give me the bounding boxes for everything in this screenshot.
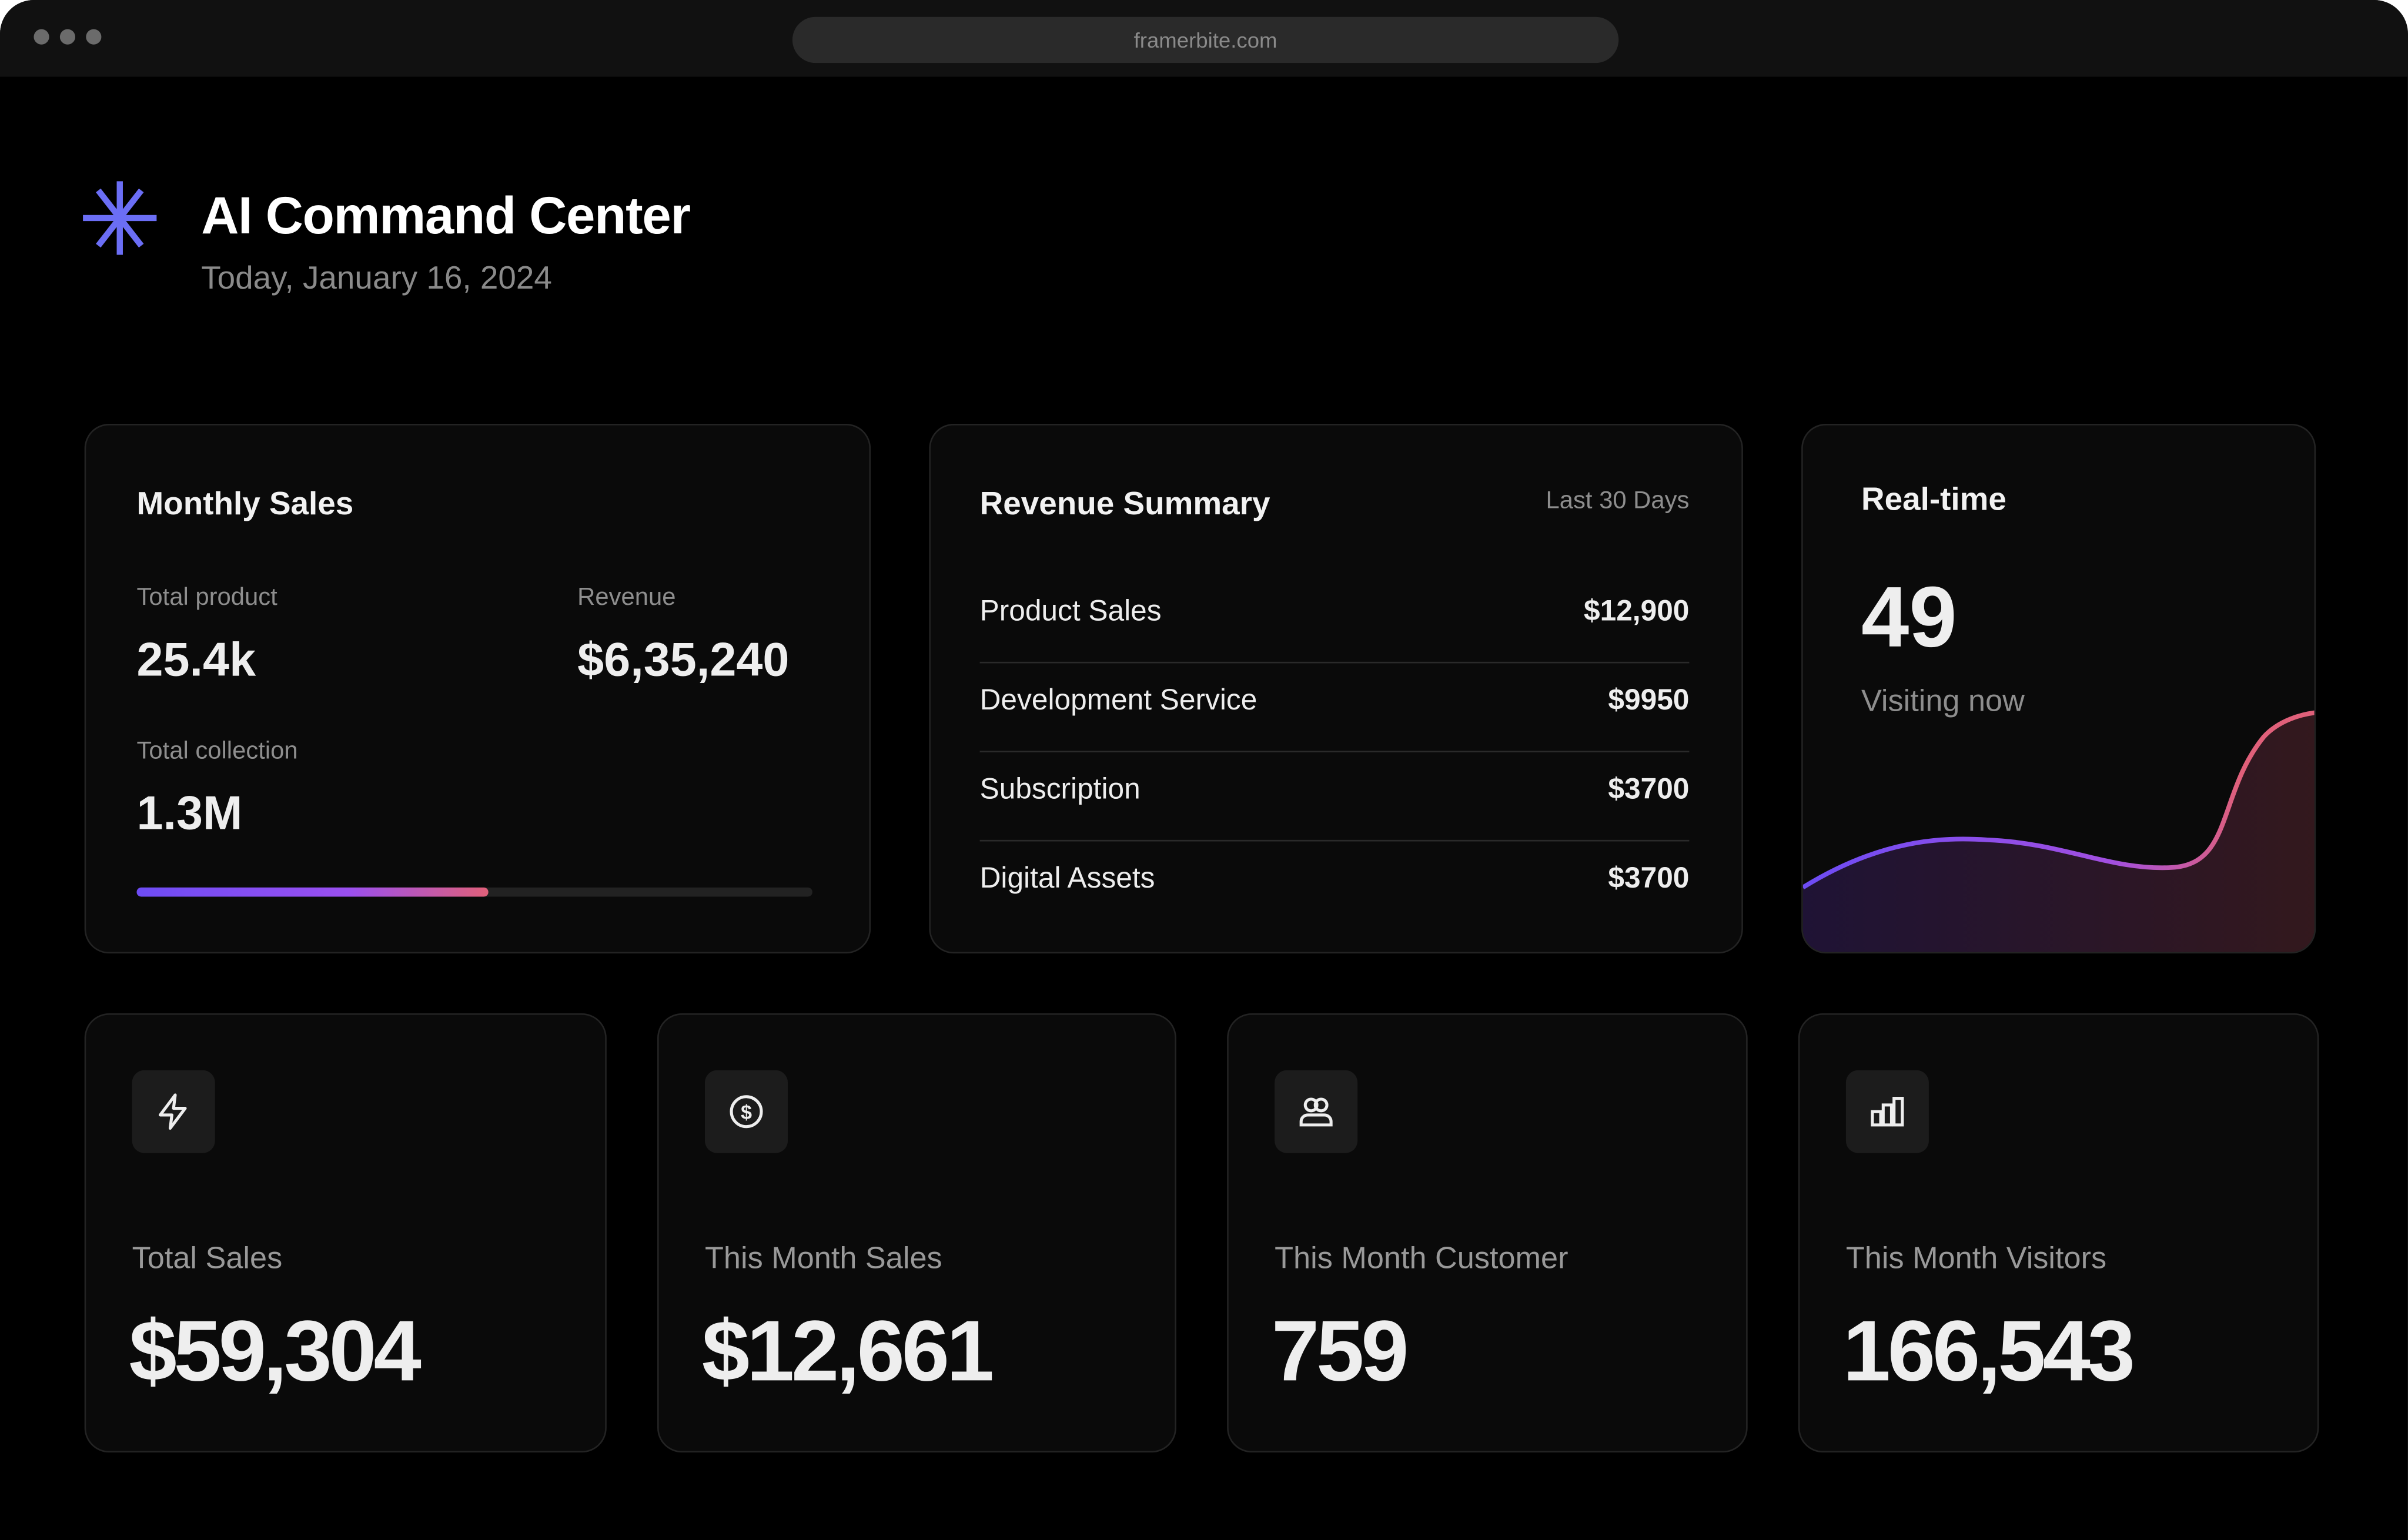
bar-chart-icon bbox=[1871, 1097, 1904, 1127]
revenue-row-label: Product Sales bbox=[979, 595, 1162, 628]
revenue-value: $6,35,240 bbox=[577, 632, 790, 687]
revenue-row-label: Subscription bbox=[979, 774, 1141, 806]
stat-value: 759 bbox=[1271, 1302, 1409, 1399]
dollar-circle-icon: $ bbox=[730, 1095, 763, 1129]
stat-card: $ This Month Sales $12,661 bbox=[657, 1013, 1176, 1453]
total-product-value: 25.4k bbox=[136, 632, 256, 687]
realtime-wave-chart bbox=[1802, 710, 2315, 952]
revenue-row: Digital Assets $3700 bbox=[980, 841, 1690, 930]
window-dot[interactable] bbox=[59, 29, 75, 45]
stat-icon-box bbox=[132, 1070, 215, 1153]
revenue-row-label: Digital Assets bbox=[979, 863, 1155, 895]
realtime-count: 49 bbox=[1861, 568, 1957, 665]
revenue-row: Subscription $3700 bbox=[979, 752, 1690, 842]
revenue-summary-card: Revenue Summary Last 30 Days Product Sal… bbox=[929, 423, 1743, 954]
total-collection-value: 1.3M bbox=[136, 786, 243, 840]
realtime-card: Real-time 49 Visiting now bbox=[1801, 423, 2316, 954]
stat-card: This Month Customer 759 bbox=[1227, 1013, 1748, 1453]
wave-area bbox=[1802, 712, 2315, 952]
collection-progress-fill bbox=[136, 887, 489, 897]
stat-icon-box bbox=[1275, 1070, 1358, 1153]
page-date: Today, January 16, 2024 bbox=[201, 261, 552, 297]
revenue-row: Development Service $9950 bbox=[979, 663, 1690, 752]
stat-label: This Month Customer bbox=[1275, 1242, 1568, 1276]
total-collection-label: Total collection bbox=[136, 738, 298, 765]
collection-progress-track bbox=[136, 887, 812, 897]
total-product-label: Total product bbox=[136, 585, 277, 611]
stat-value: $59,304 bbox=[129, 1302, 421, 1399]
period-label: Last 30 Days bbox=[1546, 488, 1690, 515]
monthly-sales-card: Monthly Sales Total product 25.4k Revenu… bbox=[84, 423, 871, 954]
stat-value: $12,661 bbox=[701, 1302, 994, 1399]
card-title: Monthly Sales bbox=[136, 487, 354, 523]
stat-icon-box bbox=[1845, 1070, 1929, 1153]
stat-label: Total Sales bbox=[132, 1242, 283, 1276]
window-dot[interactable] bbox=[34, 29, 49, 45]
revenue-row-amount: $9950 bbox=[1608, 685, 1690, 717]
lightning-icon bbox=[158, 1093, 187, 1130]
revenue-row: Product Sales $12,900 bbox=[979, 574, 1690, 664]
browser-toolbar: framerbite.com bbox=[0, 0, 2408, 77]
card-title: Revenue Summary bbox=[979, 487, 1270, 523]
stat-icon-box: $ bbox=[704, 1070, 788, 1153]
svg-text:$: $ bbox=[741, 1102, 752, 1124]
revenue-label: Revenue bbox=[577, 585, 676, 611]
wave-line bbox=[1802, 710, 2315, 890]
stat-label: This Month Visitors bbox=[1845, 1242, 2107, 1276]
stat-label: This Month Sales bbox=[704, 1242, 942, 1276]
revenue-row-amount: $3700 bbox=[1608, 863, 1690, 895]
revenue-row-amount: $12,900 bbox=[1583, 595, 1690, 628]
users-icon bbox=[1299, 1097, 1333, 1127]
revenue-row-label: Development Service bbox=[979, 685, 1257, 717]
realtime-subtitle: Visiting now bbox=[1861, 685, 2025, 719]
asterisk-icon bbox=[83, 181, 157, 255]
stat-card: Total Sales $59,304 bbox=[84, 1013, 607, 1453]
card-title: Real-time bbox=[1861, 482, 2006, 518]
stat-value: 166,543 bbox=[1842, 1302, 2135, 1399]
revenue-row-amount: $3700 bbox=[1608, 774, 1690, 806]
page-title: AI Command Center bbox=[201, 187, 691, 246]
address-bar[interactable]: framerbite.com bbox=[792, 16, 1619, 63]
stat-card: This Month Visitors 166,543 bbox=[1798, 1013, 2319, 1453]
window-dot[interactable] bbox=[86, 29, 102, 45]
